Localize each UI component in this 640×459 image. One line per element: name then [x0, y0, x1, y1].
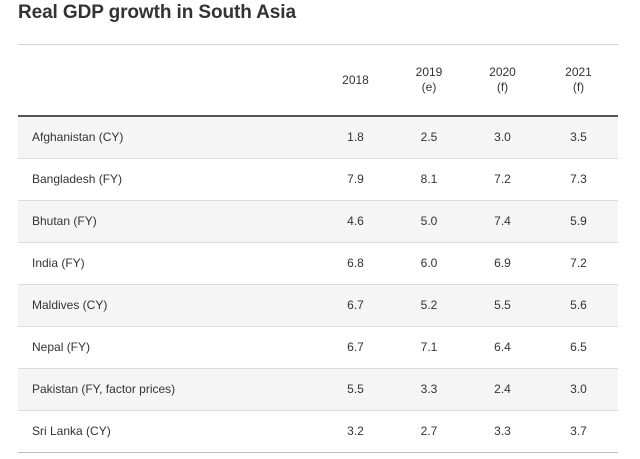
value-cell: 6.0 — [392, 242, 466, 285]
header-2018: 2018 — [319, 45, 392, 117]
country-cell: Nepal (FY) — [18, 326, 319, 369]
value-cell: 6.9 — [466, 242, 539, 285]
header-year: 2019 — [415, 65, 443, 79]
value-cell: 6.7 — [319, 326, 392, 369]
table-body: Afghanistan (CY) 1.8 2.5 3.0 3.5 Banglad… — [18, 116, 618, 453]
value-cell: 5.2 — [392, 284, 466, 327]
value-cell: 5.5 — [466, 284, 539, 327]
value-cell: 2.7 — [392, 410, 466, 453]
value-cell: 6.4 — [466, 326, 539, 369]
page-title: Real GDP growth in South Asia — [18, 2, 296, 23]
table-row: India (FY) 6.8 6.0 6.9 7.2 — [18, 242, 618, 285]
value-cell: 5.0 — [392, 200, 466, 243]
header-note: (e) — [421, 80, 437, 94]
country-cell: Pakistan (FY, factor prices) — [18, 368, 319, 411]
value-cell: 4.6 — [319, 200, 392, 243]
country-cell: Maldives (CY) — [18, 284, 319, 327]
header-row: 2018 2019 (e) 2020 (f) 2021 (f) — [18, 45, 618, 117]
country-cell: Sri Lanka (CY) — [18, 410, 319, 453]
value-cell: 7.2 — [466, 158, 539, 201]
value-cell: 5.5 — [319, 368, 392, 411]
country-cell: Bhutan (FY) — [18, 200, 319, 243]
header-year: 2021 — [565, 65, 592, 79]
value-cell: 6.5 — [539, 326, 618, 369]
value-cell: 7.4 — [466, 200, 539, 243]
table-row: Afghanistan (CY) 1.8 2.5 3.0 3.5 — [18, 116, 618, 159]
table-row: Bhutan (FY) 4.6 5.0 7.4 5.9 — [18, 200, 618, 243]
table-row: Nepal (FY) 6.7 7.1 6.4 6.5 — [18, 326, 618, 369]
value-cell: 7.3 — [539, 158, 618, 201]
value-cell: 7.1 — [392, 326, 466, 369]
value-cell: 3.3 — [466, 410, 539, 453]
value-cell: 2.5 — [392, 116, 466, 159]
value-cell: 2.4 — [466, 368, 539, 411]
value-cell: 3.0 — [466, 116, 539, 159]
value-cell: 3.2 — [319, 410, 392, 453]
value-cell: 6.8 — [319, 242, 392, 285]
country-cell: India (FY) — [18, 242, 319, 285]
table-header: 2018 2019 (e) 2020 (f) 2021 (f) — [18, 44, 618, 117]
value-cell: 5.9 — [539, 200, 618, 243]
value-cell: 3.0 — [539, 368, 618, 411]
header-country — [18, 45, 319, 117]
table-row: Maldives (CY) 6.7 5.2 5.5 5.6 — [18, 284, 618, 327]
table-row: Bangladesh (FY) 7.9 8.1 7.2 7.3 — [18, 158, 618, 201]
value-cell: 6.7 — [319, 284, 392, 327]
table-row: Sri Lanka (CY) 3.2 2.7 3.3 3.7 — [18, 410, 618, 453]
value-cell: 5.6 — [539, 284, 618, 327]
gdp-growth-table: 2018 2019 (e) 2020 (f) 2021 (f) Af — [18, 44, 618, 453]
value-cell: 7.9 — [319, 158, 392, 201]
header-2020: 2020 (f) — [466, 45, 539, 117]
header-year: 2018 — [342, 72, 369, 87]
value-cell: 3.7 — [539, 410, 618, 453]
header-year: 2020 — [489, 65, 516, 79]
value-cell: 7.2 — [539, 242, 618, 285]
header-2021: 2021 (f) — [539, 45, 618, 117]
table-row: Pakistan (FY, factor prices) 5.5 3.3 2.4… — [18, 368, 618, 411]
value-cell: 8.1 — [392, 158, 466, 201]
value-cell: 3.5 — [539, 116, 618, 159]
value-cell: 1.8 — [319, 116, 392, 159]
header-note: (f) — [572, 80, 585, 94]
header-2019: 2019 (e) — [392, 45, 466, 117]
country-cell: Bangladesh (FY) — [18, 158, 319, 201]
country-cell: Afghanistan (CY) — [18, 116, 319, 159]
gdp-table-container: 2018 2019 (e) 2020 (f) 2021 (f) Af — [18, 44, 618, 453]
value-cell: 3.3 — [392, 368, 466, 411]
header-note: (f) — [496, 80, 509, 94]
